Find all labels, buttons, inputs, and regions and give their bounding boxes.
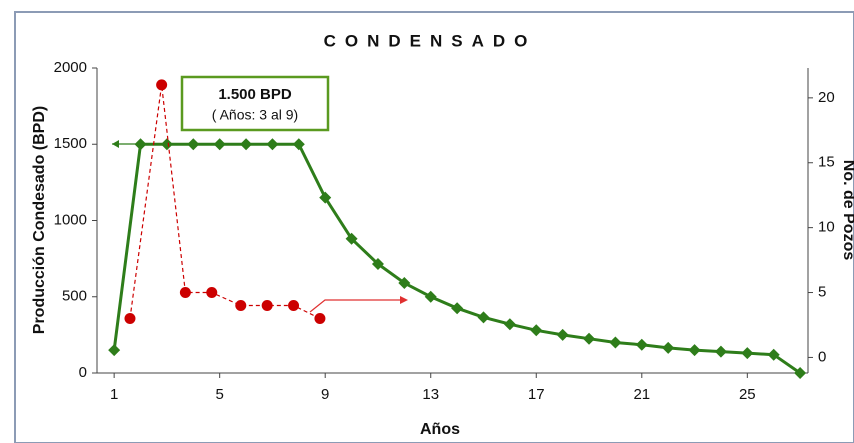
point <box>261 300 273 312</box>
chart-title: CONDENSADO <box>324 31 537 50</box>
y-tick-label: 500 <box>62 288 87 305</box>
point <box>206 287 218 299</box>
point <box>424 290 437 303</box>
point <box>288 300 300 312</box>
point <box>477 311 490 324</box>
point <box>794 367 807 379</box>
y2-tick-label: 0 <box>818 348 826 365</box>
point <box>583 332 596 345</box>
point <box>635 338 648 351</box>
y-tick-label: 1500 <box>54 135 87 152</box>
point <box>108 344 121 357</box>
arrow <box>309 299 406 313</box>
x-tick-label: 1 <box>110 386 118 403</box>
y2-tick-label: 10 <box>818 219 835 236</box>
point <box>319 191 332 204</box>
x-tick-label: 13 <box>422 386 439 403</box>
point <box>503 318 516 331</box>
point <box>714 345 727 358</box>
y2-tick-label: 15 <box>818 154 835 171</box>
annotation: ( Años: 3 al 9) <box>212 107 298 123</box>
y-tick-label: 0 <box>79 364 87 381</box>
annotation: 1.500 BPD <box>218 86 292 103</box>
point <box>179 287 191 299</box>
point <box>292 138 305 151</box>
point <box>371 257 384 270</box>
point <box>741 347 754 360</box>
y2-tick-label: 20 <box>818 89 835 106</box>
y-axis-label: Producción Condesado (BPD) <box>31 106 48 334</box>
y-tick-label: 1000 <box>54 211 87 228</box>
point <box>530 324 543 337</box>
point <box>213 138 226 151</box>
point <box>451 302 464 315</box>
point <box>235 300 247 312</box>
point <box>662 341 675 354</box>
x-tick-label: 21 <box>633 386 650 403</box>
y2-axis-label: No. de Pozos <box>840 160 854 261</box>
point <box>767 348 780 361</box>
point <box>556 328 569 341</box>
chart-frame <box>14 11 854 443</box>
annotation-box <box>180 75 330 132</box>
point <box>240 138 253 151</box>
point <box>124 312 136 324</box>
point <box>688 344 701 357</box>
point <box>187 138 200 151</box>
arrow-head <box>112 140 119 148</box>
y-tick-label: 2000 <box>54 59 87 76</box>
point <box>266 138 279 151</box>
x-tick-label: 17 <box>528 386 545 403</box>
point <box>398 277 411 290</box>
point <box>134 138 147 151</box>
point <box>345 232 358 245</box>
point <box>156 79 168 91</box>
x-tick-label: 5 <box>216 386 224 403</box>
point <box>609 336 622 349</box>
x-tick-label: 9 <box>321 386 329 403</box>
point <box>160 138 173 151</box>
arrow-head <box>400 296 408 304</box>
x-axis-label: Años <box>420 421 460 438</box>
point <box>314 312 326 324</box>
y2-tick-label: 5 <box>818 284 826 301</box>
x-tick-label: 25 <box>739 386 756 403</box>
